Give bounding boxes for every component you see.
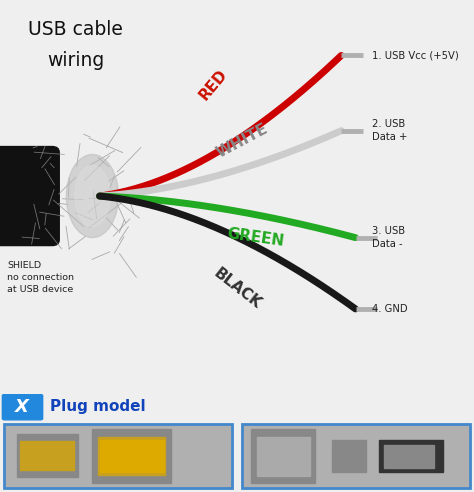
FancyBboxPatch shape	[0, 147, 59, 246]
Bar	[332, 439, 366, 472]
Text: 1. USB Vcc (+5V): 1. USB Vcc (+5V)	[372, 51, 459, 61]
Bar	[20, 441, 74, 470]
Text: 4. GND: 4. GND	[372, 304, 408, 314]
Bar	[98, 437, 165, 475]
Text: BLACK: BLACK	[210, 266, 264, 312]
Text: Plug model: Plug model	[50, 399, 146, 414]
Text: RED: RED	[196, 67, 230, 103]
Bar	[100, 439, 164, 472]
Text: X: X	[15, 398, 29, 416]
Bar	[17, 434, 78, 477]
Bar	[257, 437, 310, 476]
Bar	[242, 424, 470, 488]
Text: wiring: wiring	[47, 52, 104, 70]
Text: USB cable: USB cable	[28, 20, 123, 39]
Text: 2. USB
Data +: 2. USB Data +	[372, 119, 408, 142]
Bar	[384, 445, 434, 468]
Ellipse shape	[75, 165, 110, 227]
Ellipse shape	[66, 154, 118, 238]
Text: SHIELD
no connection
at USB device: SHIELD no connection at USB device	[7, 261, 74, 294]
Text: GREEN: GREEN	[226, 226, 286, 249]
Bar	[92, 430, 171, 483]
Text: 3. USB
Data -: 3. USB Data -	[372, 226, 405, 249]
FancyBboxPatch shape	[2, 395, 43, 420]
Bar	[251, 430, 315, 483]
Text: WHITE: WHITE	[213, 121, 270, 160]
Bar	[4, 424, 232, 488]
Bar	[4, 424, 232, 488]
Bar	[379, 439, 443, 472]
Bar	[242, 424, 470, 488]
